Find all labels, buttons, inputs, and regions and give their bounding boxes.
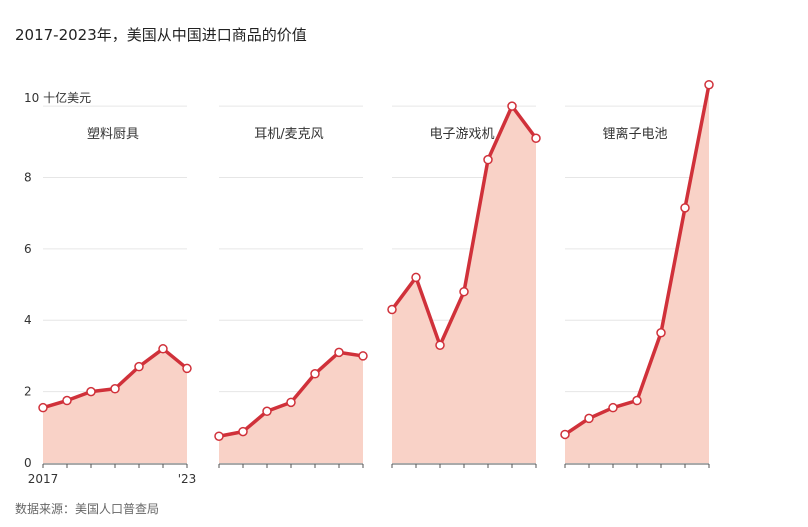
data-point <box>387 304 397 315</box>
x-tick-label: 2017 <box>28 472 59 486</box>
y-tick-label: 0 <box>24 456 32 470</box>
y-tick-label: 8 <box>24 170 32 184</box>
panel-title: 电子游戏机 <box>429 127 494 142</box>
data-point <box>632 395 642 406</box>
data-point <box>110 384 120 394</box>
data-point <box>134 361 144 372</box>
panel-2: 耳机/麦克风 <box>214 127 368 468</box>
data-point <box>435 340 445 350</box>
panel-4: 锂离子电池 <box>560 79 714 468</box>
data-point <box>334 347 344 358</box>
panel-3: 电子游戏机 <box>387 101 541 468</box>
data-point <box>608 402 618 413</box>
data-point <box>238 426 248 437</box>
data-point <box>584 413 594 424</box>
x-tick-label: '23 <box>178 472 197 486</box>
series-area <box>219 352 363 463</box>
series-area <box>392 106 536 463</box>
data-point <box>507 101 517 111</box>
data-point <box>459 286 469 297</box>
panels: 塑料厨具 耳机/麦克风 电子游戏机 锂离子电池 <box>38 79 714 468</box>
panel-title: 塑料厨具 <box>87 127 139 142</box>
data-point <box>182 363 192 374</box>
data-point <box>286 397 296 408</box>
data-point <box>680 203 690 213</box>
data-point <box>38 402 48 413</box>
panel-1: 塑料厨具 <box>38 127 192 468</box>
y-axis-unit-label: 10 十亿美元 <box>24 90 91 105</box>
panel-title: 锂离子电池 <box>602 126 667 142</box>
data-point <box>656 327 666 338</box>
y-tick-label: 4 <box>24 313 32 327</box>
data-point <box>531 133 541 143</box>
data-point <box>62 395 72 406</box>
y-tick-label: 6 <box>24 242 32 256</box>
data-point <box>704 79 714 90</box>
data-point <box>560 429 570 440</box>
data-point <box>214 431 224 441</box>
data-point <box>262 406 272 417</box>
x-axis-labels: 2017 '23 <box>28 472 197 486</box>
source-note: 数据来源：美国人口普查局 <box>15 502 160 516</box>
y-axis-labels: 0 2 4 6 8 10 十亿美元 <box>24 90 91 470</box>
data-point <box>86 386 96 397</box>
chart-title: 2017-2023年，美国从中国进口商品的价值 <box>15 26 307 44</box>
y-tick-label: 2 <box>24 385 32 399</box>
data-point <box>358 351 368 361</box>
panel-title: 耳机/麦克风 <box>254 127 323 142</box>
data-point <box>310 369 320 379</box>
series-area <box>43 348 187 463</box>
gridlines <box>43 105 709 393</box>
data-point <box>158 344 168 354</box>
series-area <box>565 84 709 463</box>
data-point <box>411 272 421 283</box>
data-point <box>483 154 493 165</box>
